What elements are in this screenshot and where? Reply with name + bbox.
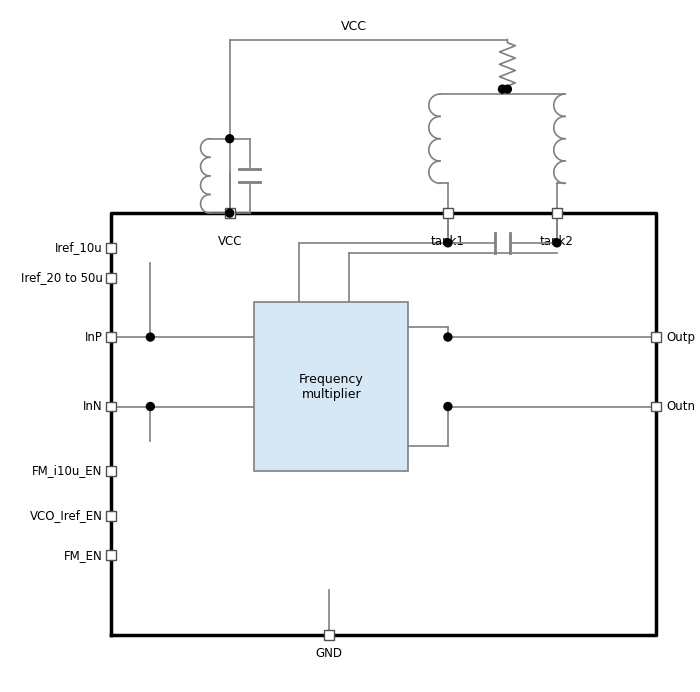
Bar (651, 401, 661, 412)
Bar (106, 273, 116, 282)
Text: InP: InP (85, 331, 103, 343)
Bar (225, 208, 235, 218)
Bar (106, 332, 116, 342)
Circle shape (146, 403, 154, 410)
Circle shape (225, 209, 234, 217)
Text: VCC: VCC (341, 19, 367, 33)
FancyBboxPatch shape (255, 302, 408, 471)
Text: Outp: Outp (666, 331, 695, 343)
Text: InN: InN (83, 400, 103, 413)
Text: Iref_10u: Iref_10u (55, 242, 103, 255)
Circle shape (146, 333, 154, 341)
Bar (106, 401, 116, 412)
Text: Iref_20 to 50u: Iref_20 to 50u (21, 271, 103, 284)
Circle shape (553, 239, 561, 247)
Text: GND: GND (316, 646, 342, 659)
Circle shape (498, 85, 506, 93)
Circle shape (503, 85, 512, 93)
Bar (106, 243, 116, 253)
Circle shape (444, 333, 452, 341)
Text: Frequency
multiplier: Frequency multiplier (299, 373, 364, 401)
Text: FM_EN: FM_EN (64, 549, 103, 562)
Text: FM_i10u_EN: FM_i10u_EN (32, 464, 103, 477)
Circle shape (444, 239, 452, 247)
Bar (651, 332, 661, 342)
Circle shape (225, 135, 234, 143)
Bar (106, 466, 116, 476)
Text: VCO_Iref_EN: VCO_Iref_EN (30, 509, 103, 522)
Bar (552, 208, 562, 218)
Circle shape (444, 403, 452, 410)
Bar (324, 630, 334, 639)
Bar (443, 208, 453, 218)
Text: tank2: tank2 (540, 235, 574, 248)
Text: tank1: tank1 (431, 235, 465, 248)
Text: Outn: Outn (666, 400, 695, 413)
Bar (106, 511, 116, 520)
Text: VCC: VCC (218, 235, 242, 248)
Bar (106, 550, 116, 561)
